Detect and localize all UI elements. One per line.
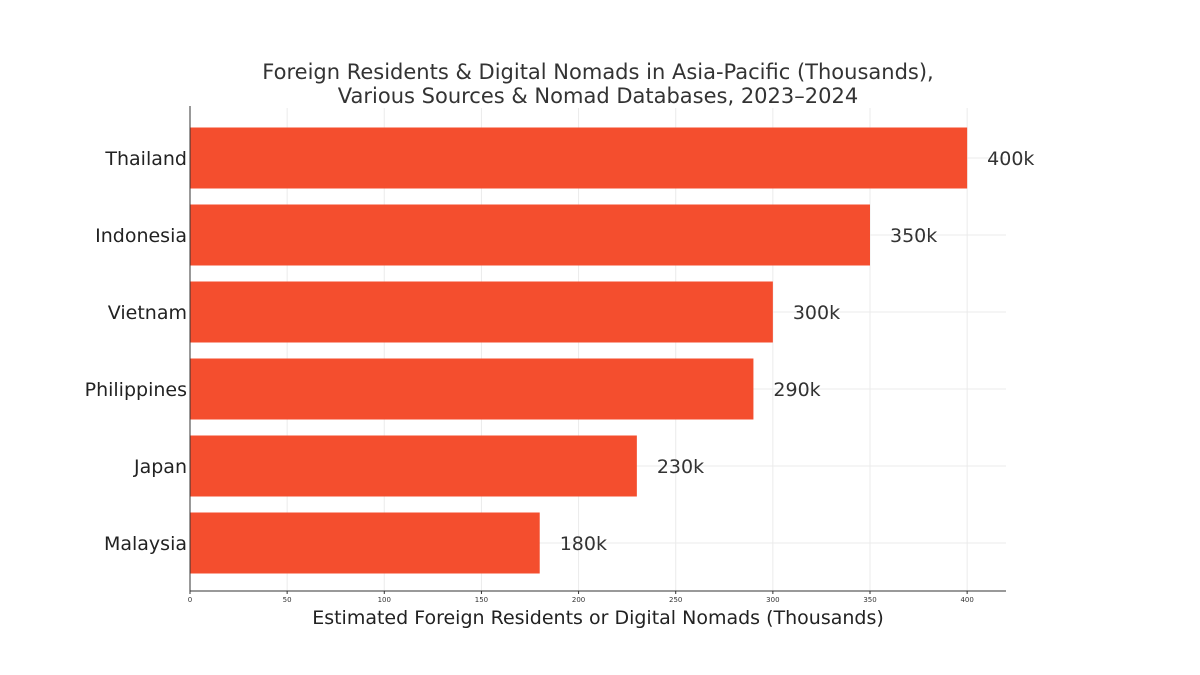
data-label: 230k [657,456,704,478]
x-tick-label: 50 [283,596,292,604]
x-tick-label: 250 [669,596,682,604]
x-tick-label: 150 [475,596,488,604]
bar-indonesia [190,204,870,266]
chart-title: Foreign Residents & Digital Nomads in As… [262,60,933,84]
bar-thailand [190,127,968,189]
category-label: Japan [133,456,187,478]
data-label: 180k [560,533,607,555]
data-label: 290k [773,379,820,401]
category-label: Malaysia [104,533,187,555]
x-tick-label: 200 [572,596,585,604]
x-axis-title: Estimated Foreign Residents or Digital N… [312,607,884,629]
data-labels: 400k 350k 300k 290k 230k 180k [560,148,1035,555]
category-labels: Thailand Indonesia Vietnam Philippines Japan… [85,148,187,555]
bar-malaysia [190,512,540,574]
data-label: 350k [890,225,937,247]
bar-japan [190,435,637,497]
bars [190,127,968,574]
bar-vietnam [190,281,773,343]
x-tick-label: 300 [766,596,779,604]
x-ticks: 0 50 100 150 200 250 300 350 400 [188,591,974,604]
category-label: Vietnam [108,302,187,324]
x-tick-label: 0 [188,596,192,604]
category-label: Indonesia [95,225,187,247]
data-label: 400k [987,148,1034,170]
chart-subtitle: Various Sources & Nomad Databases, 2023–… [338,84,858,108]
bar-philippines [190,358,754,420]
x-tick-label: 100 [378,596,391,604]
data-label: 300k [793,302,840,324]
category-label: Philippines [85,379,187,401]
x-tick-label: 400 [960,596,973,604]
x-tick-label: 350 [863,596,876,604]
category-label: Thailand [104,148,187,170]
